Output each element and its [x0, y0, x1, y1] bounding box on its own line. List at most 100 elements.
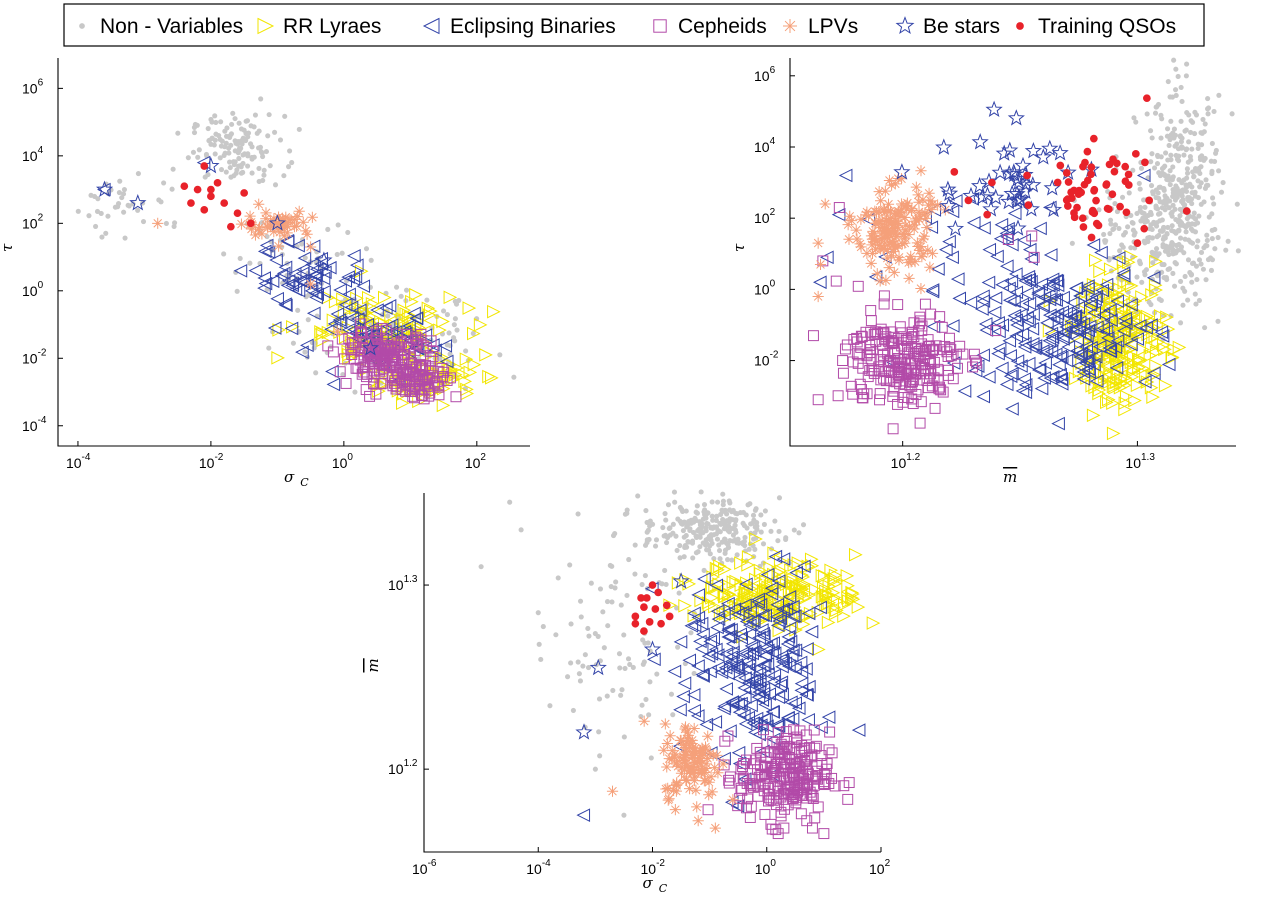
point-non-variables	[1116, 225, 1122, 231]
legend-label-lpvs: LPVs	[808, 15, 858, 38]
y-tick-label: 104	[22, 145, 44, 164]
point-non-variables	[1153, 246, 1160, 252]
point-eclipsing-binaries	[851, 723, 866, 737]
point-non-variables	[1220, 180, 1226, 186]
point-rr-lyraes	[840, 569, 855, 583]
point-non-variables	[1168, 118, 1174, 124]
point-non-variables	[1128, 245, 1134, 251]
point-lpvs	[891, 221, 904, 233]
point-eclipsing-binaries	[1025, 336, 1040, 351]
point-lpvs	[674, 734, 686, 747]
point-non-variables	[1146, 299, 1152, 305]
point-non-variables	[232, 159, 238, 165]
point-non-variables	[1208, 267, 1215, 274]
point-be-stars	[361, 339, 380, 356]
point-non-variables	[713, 517, 719, 524]
point-eclipsing-binaries	[779, 602, 794, 616]
point-rr-lyraes	[799, 609, 814, 624]
point-eclipsing-binaries	[697, 572, 711, 586]
point-non-variables	[1190, 214, 1196, 220]
point-lpvs	[297, 216, 309, 228]
point-non-variables	[1196, 168, 1202, 174]
point-non-variables	[709, 540, 715, 546]
point-cepheids	[767, 736, 779, 748]
point-non-variables	[796, 530, 802, 536]
point-non-variables	[700, 516, 706, 522]
point-non-variables	[252, 112, 259, 118]
point-rr-lyraes	[377, 290, 392, 305]
point-eclipsing-binaries	[752, 666, 767, 680]
point-eclipsing-binaries	[1110, 294, 1124, 308]
x-tick-label: 10-4	[66, 452, 91, 471]
point-non-variables	[462, 385, 468, 392]
point-eclipsing-binaries	[999, 259, 1014, 274]
point-non-variables	[570, 707, 576, 713]
point-eclipsing-binaries	[1028, 339, 1043, 353]
point-cepheids	[968, 348, 980, 360]
point-rr-lyraes	[828, 568, 843, 583]
point-non-variables	[747, 541, 754, 547]
point-eclipsing-binaries	[258, 276, 273, 291]
point-lpvs	[819, 198, 831, 210]
point-training-qsos	[1108, 190, 1117, 199]
point-non-variables	[1202, 155, 1208, 161]
point-non-variables	[1179, 98, 1185, 104]
point-training-qsos	[665, 612, 674, 621]
point-eclipsing-binaries	[800, 642, 814, 656]
series-non-variables	[478, 489, 807, 818]
point-eclipsing-binaries	[1014, 359, 1028, 373]
point-training-qsos	[1141, 158, 1149, 167]
point-lpvs	[812, 290, 824, 303]
point-eclipsing-binaries	[770, 618, 785, 633]
point-cepheids	[738, 758, 750, 769]
point-eclipsing-binaries	[438, 339, 453, 353]
point-eclipsing-binaries	[1039, 344, 1054, 359]
point-be-stars	[575, 723, 593, 740]
point-rr-lyraes	[1085, 379, 1100, 393]
x-tick-label: 101.2	[891, 452, 921, 471]
point-training-qsos	[1024, 201, 1033, 209]
point-lpvs	[861, 206, 873, 218]
point-non-variables	[1184, 110, 1190, 116]
point-non-variables	[1148, 211, 1154, 218]
point-cepheids	[355, 326, 367, 338]
point-non-variables	[752, 524, 758, 530]
point-eclipsing-binaries	[267, 321, 282, 335]
point-cepheids	[760, 762, 772, 774]
point-eclipsing-binaries	[257, 281, 271, 295]
point-eclipsing-binaries	[731, 671, 746, 686]
point-training-qsos	[983, 210, 992, 219]
point-cepheids	[914, 417, 926, 429]
point-be-stars	[1010, 173, 1028, 190]
point-non-variables	[212, 113, 218, 119]
point-non-variables	[86, 213, 92, 219]
point-non-variables	[758, 529, 764, 535]
point-eclipsing-binaries	[1010, 318, 1024, 332]
point-eclipsing-binaries	[978, 317, 993, 331]
point-non-variables	[758, 512, 764, 518]
point-cepheids	[744, 812, 756, 823]
point-non-variables	[1111, 226, 1117, 232]
point-rr-lyraes	[433, 323, 447, 337]
point-eclipsing-binaries	[233, 263, 248, 278]
point-non-variables	[761, 521, 767, 527]
point-eclipsing-binaries	[731, 745, 746, 760]
point-non-variables	[238, 162, 244, 168]
point-training-qsos	[213, 178, 222, 187]
point-eclipsing-binaries	[257, 244, 272, 259]
point-eclipsing-binaries	[772, 614, 786, 628]
point-non-variables	[227, 159, 233, 165]
point-lpvs	[927, 198, 939, 210]
point-non-variables	[1185, 257, 1192, 263]
point-cepheids	[889, 347, 901, 359]
point-non-variables	[648, 755, 654, 761]
point-eclipsing-binaries	[721, 596, 735, 611]
point-lpvs	[922, 199, 935, 211]
point-training-qsos	[1103, 204, 1112, 213]
point-eclipsing-binaries	[1043, 248, 1058, 262]
point-non-variables	[92, 193, 98, 199]
point-non-variables	[1165, 157, 1171, 163]
point-non-variables	[639, 581, 645, 588]
point-non-variables	[697, 544, 703, 550]
point-non-variables	[577, 678, 583, 684]
